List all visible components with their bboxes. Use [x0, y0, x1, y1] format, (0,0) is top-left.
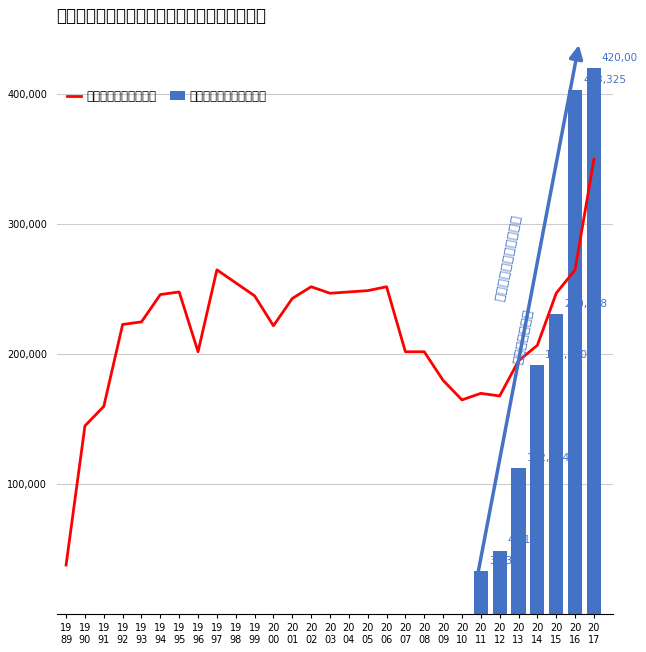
Bar	[493, 550, 506, 614]
Text: 49,142: 49,142	[508, 535, 544, 545]
Text: 191,930: 191,930	[545, 349, 589, 360]
Bar	[474, 571, 488, 614]
Bar	[530, 365, 545, 614]
Text: 403,325: 403,325	[583, 75, 626, 85]
Text: 112,364: 112,364	[526, 453, 570, 463]
Bar	[549, 314, 563, 614]
Text: ひまわりの里・北竜町ポータル情報発信の相関: ひまわりの里・北竜町ポータル情報発信の相関	[57, 7, 267, 25]
Bar	[568, 90, 582, 614]
Text: 約１３倍に増加: 約１３倍に増加	[512, 308, 536, 365]
Legend: ひまわりの里入込客数, 北竜町ポータル訪問者数: ひまわりの里入込客数, 北竜町ポータル訪問者数	[63, 85, 271, 108]
Text: 北竜町ポータル訪問者数: 北竜町ポータル訪問者数	[494, 214, 524, 303]
Bar	[512, 468, 526, 614]
Text: 420,00: 420,00	[602, 53, 638, 63]
Bar	[587, 68, 601, 614]
Text: 33,388: 33,388	[489, 556, 525, 566]
Text: 230,828: 230,828	[564, 299, 607, 309]
